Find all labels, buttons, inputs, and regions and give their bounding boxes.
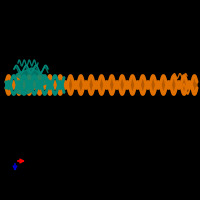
Polygon shape: [16, 68, 49, 94]
